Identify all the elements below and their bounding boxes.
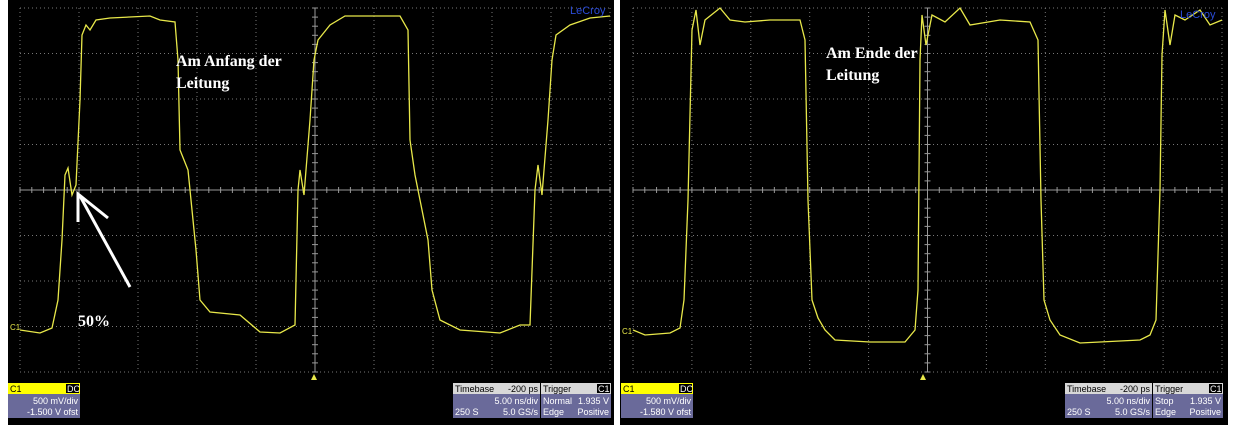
brand: LeCroy [570,5,606,17]
channel-body [8,394,80,418]
annotation: Leitung [176,75,229,92]
trigger-source-badge [597,384,610,393]
channel-header [621,383,693,394]
coupling-badge [66,384,79,393]
trigger-header [1153,383,1223,394]
annotation: Leitung [826,67,879,84]
coupling: DC [67,384,80,394]
brand: LeCroy [1180,9,1216,21]
channel-header [8,383,80,394]
trigger-source: C1 [1210,384,1222,394]
timebase-scale: 5.00 ns/div [494,396,538,406]
trigger-slope: Positive [1189,407,1221,417]
coupling-badge [679,384,692,393]
waveform [19,15,611,334]
timebase-title: Timebase [1067,384,1106,394]
trigger-type: Edge [1155,407,1176,417]
channel-name: C1 [623,384,635,394]
trigger-body [1153,394,1223,418]
timebase-rate: 5.0 GS/s [503,407,539,417]
trigger-mode: Normal [543,396,572,406]
timebase-title: Timebase [455,384,494,394]
channel-offset: -1.580 V ofst [640,407,692,417]
timebase-samples: 250 S [455,407,479,417]
timebase-scale: 5.00 ns/div [1106,396,1150,406]
trace-label: C1 [10,323,21,332]
timebase-rate: 5.0 GS/s [1115,407,1151,417]
timebase-body [1065,394,1152,418]
trigger-mode: Stop [1155,396,1174,406]
info-bar: C1 DC 500 mV/div-1.500 V ofst Timebase -200 … [8,383,611,418]
trigger-header [541,383,611,394]
timebase-delay: -200 ps [508,384,539,394]
trigger-marker [311,374,317,380]
timebase-header [453,383,540,394]
info-bar: C1 DC 500 mV/div-1.580 V ofst Timebase -200 … [621,383,1223,418]
grid [632,7,1223,373]
trigger-source-badge [1209,384,1222,393]
trigger-type: Edge [543,407,564,417]
channel-scale: 500 mV/div [646,396,692,406]
timebase-delay: -200 ps [1120,384,1151,394]
channel-scale: 500 mV/div [33,396,79,406]
trigger-slope: Positive [577,407,609,417]
trigger-level: 1.935 V [578,396,609,406]
screen [8,0,614,425]
channel-body [621,394,693,418]
channel-offset: -1.500 V ofst [27,407,79,417]
trace-label: C1 [622,327,633,336]
timebase-body [453,394,540,418]
coupling: DC [680,384,693,394]
annotation: Am Ende der [826,45,918,62]
trigger-source: C1 [598,384,610,394]
trigger-body [541,394,611,418]
trigger-title: Trigger [1155,384,1183,394]
trigger-marker [920,374,926,380]
timebase-samples: 250 S [1067,407,1091,417]
screen [620,0,1228,425]
channel-name: C1 [10,384,22,394]
trigger-title: Trigger [543,384,571,394]
marker-label: 50% [78,313,110,330]
arrow [76,190,132,288]
annotation: Am Anfang der [176,53,282,70]
trigger-level: 1.935 V [1190,396,1221,406]
timebase-header [1065,383,1152,394]
waveform [632,6,1223,344]
